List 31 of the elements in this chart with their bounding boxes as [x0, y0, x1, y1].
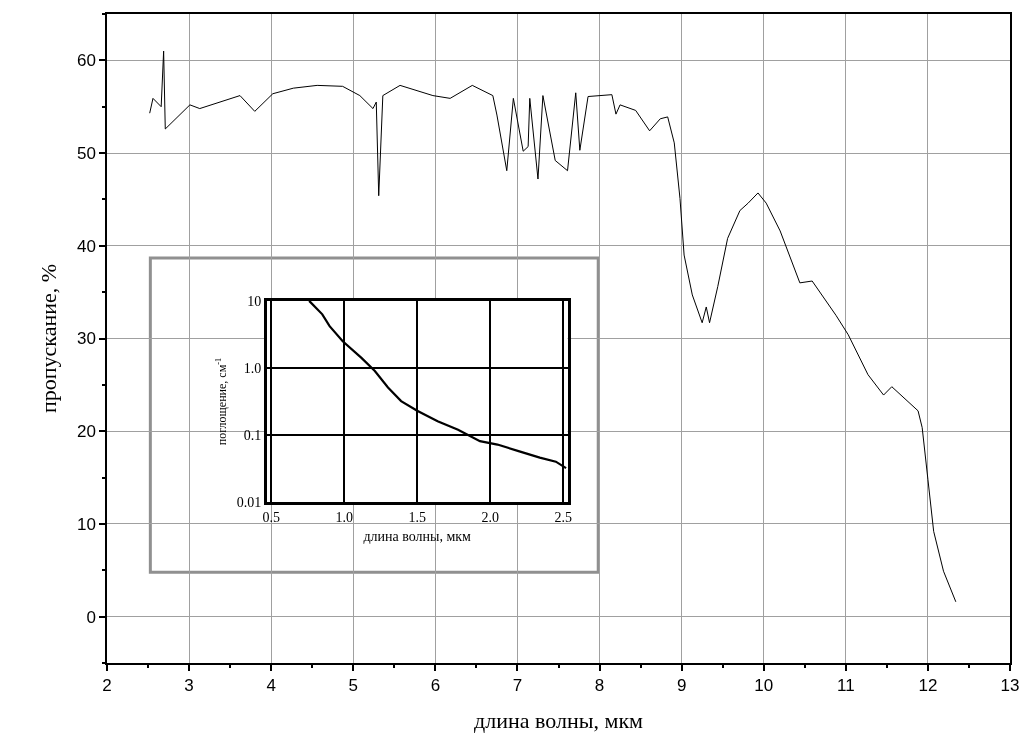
- x-axis-title: длина волны, мкм: [474, 707, 644, 733]
- y-tick-label: 0.01: [236, 494, 262, 510]
- x-tick-label: 2: [102, 676, 112, 696]
- x-tick-label: 1.0: [335, 509, 353, 525]
- x-tick-label: 3: [184, 676, 194, 696]
- x-tick-label: 4: [266, 676, 276, 696]
- x-tick-label: 9: [676, 676, 687, 696]
- y-tick-label: 60: [76, 51, 96, 71]
- x-tick-label: 8: [594, 676, 605, 696]
- y-tick-label: 10: [247, 293, 262, 309]
- x-tick-label: 0.5: [262, 509, 280, 525]
- y-tick-label: 0: [86, 607, 96, 627]
- y-tick-label: 1.0: [243, 360, 262, 376]
- x-tick-label: 2.0: [481, 509, 499, 525]
- x-tick-label: 13: [1000, 676, 1020, 696]
- x-tick-label: 6: [430, 676, 441, 696]
- x-tick-label: 12: [918, 676, 938, 696]
- x-tick-label: 11: [836, 676, 855, 696]
- y-axis-title: пропускание, %: [36, 263, 62, 414]
- x-tick-label: 5: [348, 676, 358, 696]
- x-tick-label: 10: [754, 676, 774, 696]
- y-tick-label: 40: [76, 236, 96, 256]
- y-tick-label: 0.1: [243, 427, 262, 443]
- x-tick-label: 7: [512, 676, 523, 696]
- y-tick-label: 30: [76, 329, 96, 349]
- x-tick-label: 1.5: [408, 509, 426, 525]
- y-tick-label: 20: [76, 422, 96, 442]
- line-series: [149, 50, 957, 603]
- x-axis-title: длина волны, мкм: [363, 528, 472, 544]
- x-tick-label: 2.5: [554, 509, 572, 525]
- y-tick-label: 50: [76, 144, 96, 164]
